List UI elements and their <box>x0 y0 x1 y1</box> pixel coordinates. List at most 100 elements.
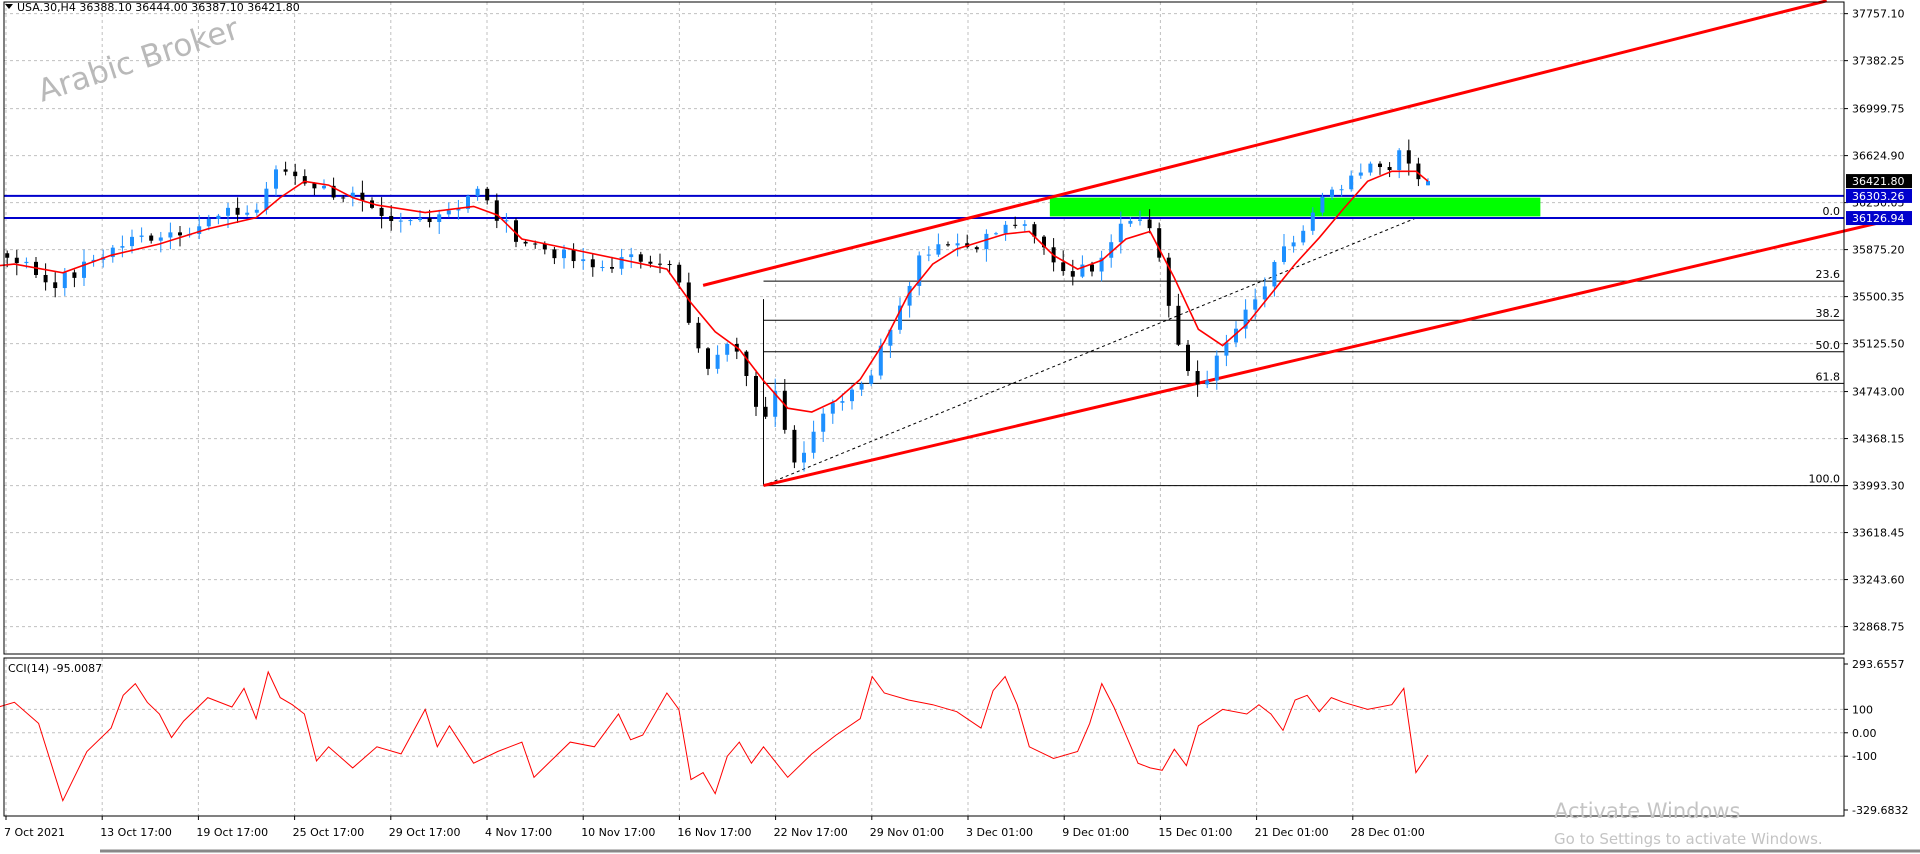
candle-body <box>302 176 307 184</box>
candle-body <box>1013 224 1018 226</box>
candle-body <box>1138 219 1142 221</box>
cci-indicator <box>0 670 1429 803</box>
fib-level-label: 100.0 <box>1809 473 1841 486</box>
candle-body <box>139 235 144 237</box>
candle-body <box>754 375 758 407</box>
time-axis: 7 Oct 2021 13 Oct 17:00 19 Oct 17:00 25 Oct… <box>4 816 1425 839</box>
fib-level-label: 61.8 <box>1816 370 1841 383</box>
candle-body <box>475 188 480 196</box>
candle-body <box>840 401 845 403</box>
header: USA.30,H4 36388.10 36444.00 36387.10 364… <box>5 1 300 14</box>
fib-level-label: 38.2 <box>1816 307 1841 320</box>
candle-body <box>235 207 240 215</box>
candle-body <box>158 237 163 241</box>
x-tick-label: 9 Dec 01:00 <box>1062 826 1129 839</box>
candle-body <box>658 263 662 265</box>
x-tick-label: 21 Dec 01:00 <box>1255 826 1329 839</box>
candle-body <box>1234 328 1238 343</box>
candle-body <box>974 247 979 250</box>
candle-body <box>1205 380 1210 385</box>
price-tag-bg <box>1846 188 1912 203</box>
candle-body <box>5 253 10 258</box>
candle-body <box>638 254 643 262</box>
activate-windows-title: Activate Windows <box>1554 799 1740 823</box>
candle-body <box>456 208 461 211</box>
candle-body <box>984 233 989 250</box>
fib-level-label: 0.0 <box>1823 205 1841 218</box>
y-tick-label: 34368.15 <box>1852 433 1905 446</box>
candle-body <box>1042 236 1046 248</box>
price-tag-bg <box>1846 174 1912 189</box>
triangle-down-icon[interactable] <box>5 4 13 9</box>
y-tick-label: 33243.60 <box>1852 574 1905 587</box>
activate-windows-subtitle: Go to Settings to activate Windows. <box>1554 830 1823 848</box>
candle-body <box>1330 189 1334 197</box>
candle-body <box>1214 355 1219 381</box>
candle-body <box>91 259 96 262</box>
candle-body <box>686 282 691 323</box>
x-tick-label: 22 Nov 17:00 <box>774 826 848 839</box>
candle-body <box>1320 196 1325 213</box>
candle-body <box>1070 271 1075 277</box>
candle-body <box>715 354 720 369</box>
candle-body <box>1310 212 1315 231</box>
horizontal-levels[interactable] <box>4 194 1844 220</box>
candle-body <box>1099 257 1104 272</box>
candle-body <box>437 214 442 223</box>
candle-body <box>427 218 432 223</box>
y-tick-label: 33618.45 <box>1852 527 1905 540</box>
candle-body <box>322 185 326 189</box>
candle-body <box>62 272 67 289</box>
candle-body <box>936 244 941 255</box>
candle-body <box>898 305 902 330</box>
y-tick-label: 34743.00 <box>1852 386 1905 399</box>
support-zone[interactable] <box>1049 197 1541 217</box>
candle-body <box>869 375 874 384</box>
candle-body <box>1109 242 1114 258</box>
candle-body <box>1301 230 1306 243</box>
cci-tick-label: 100 <box>1852 703 1873 716</box>
candle-body <box>1262 286 1267 300</box>
candle-body <box>206 218 211 227</box>
candle-body <box>264 188 269 210</box>
candle-body <box>907 285 912 306</box>
price-tag: 36303.26 <box>1852 190 1905 203</box>
candle-body <box>1080 264 1085 277</box>
candle-body <box>830 402 835 414</box>
candle-body <box>706 348 710 369</box>
candle-body <box>850 389 854 402</box>
y-tick-label: 35875.20 <box>1852 244 1905 257</box>
trend-channel[interactable] <box>702 0 1900 488</box>
candle-body <box>696 322 701 349</box>
cci-tick-label: 293.6557 <box>1852 658 1905 671</box>
candle-body <box>1387 167 1392 171</box>
candle-body <box>1378 163 1382 168</box>
candle-body <box>763 406 768 417</box>
green-zone <box>1049 197 1541 217</box>
candle-body <box>1003 224 1008 234</box>
chart-frame <box>3 1 1920 853</box>
candle-body <box>1282 246 1286 262</box>
candle-body <box>562 249 566 259</box>
candle-body <box>859 383 864 390</box>
candle-body <box>600 266 605 268</box>
x-tick-label: 29 Oct 17:00 <box>389 826 461 839</box>
candle-body <box>533 243 538 245</box>
candle-body <box>418 218 422 221</box>
y-tick-label: 32868.75 <box>1852 621 1905 634</box>
y-tick-label: 36624.90 <box>1852 150 1905 163</box>
x-tick-label: 28 Dec 01:00 <box>1351 826 1425 839</box>
candle-body <box>1397 150 1402 171</box>
x-tick-label: 15 Dec 01:00 <box>1158 826 1232 839</box>
moving-average-line <box>0 170 1429 413</box>
trend-channel-lower <box>763 216 1900 488</box>
candle-body <box>1166 257 1171 306</box>
candle-body <box>1128 220 1133 224</box>
candle-body <box>398 220 403 222</box>
x-tick-label: 4 Nov 17:00 <box>485 826 552 839</box>
candle-body <box>379 207 384 216</box>
x-tick-label: 29 Nov 01:00 <box>870 826 944 839</box>
candle-body <box>590 259 595 268</box>
